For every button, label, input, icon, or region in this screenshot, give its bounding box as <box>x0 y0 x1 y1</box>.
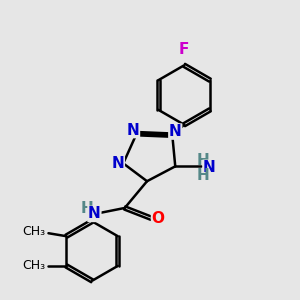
Text: N: N <box>127 123 140 138</box>
Text: H: H <box>197 168 210 183</box>
Text: O: O <box>152 211 164 226</box>
Text: N: N <box>203 160 216 175</box>
Text: N: N <box>169 124 182 139</box>
Text: N: N <box>112 156 124 171</box>
Text: F: F <box>179 42 189 57</box>
Text: CH₃: CH₃ <box>22 260 45 272</box>
Text: H: H <box>197 154 210 169</box>
Text: CH₃: CH₃ <box>22 225 45 238</box>
Text: N: N <box>88 206 101 221</box>
Text: H: H <box>80 201 93 216</box>
